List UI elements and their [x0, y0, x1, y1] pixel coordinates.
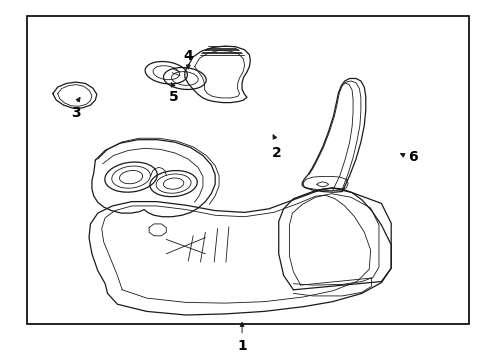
Bar: [27, 16, 468, 324]
Text: 3: 3: [71, 107, 81, 120]
Text: 4: 4: [183, 49, 193, 63]
Text: 6: 6: [407, 150, 417, 163]
Text: 5: 5: [168, 90, 178, 104]
Text: 2: 2: [271, 146, 281, 160]
Text: 1: 1: [237, 339, 246, 353]
